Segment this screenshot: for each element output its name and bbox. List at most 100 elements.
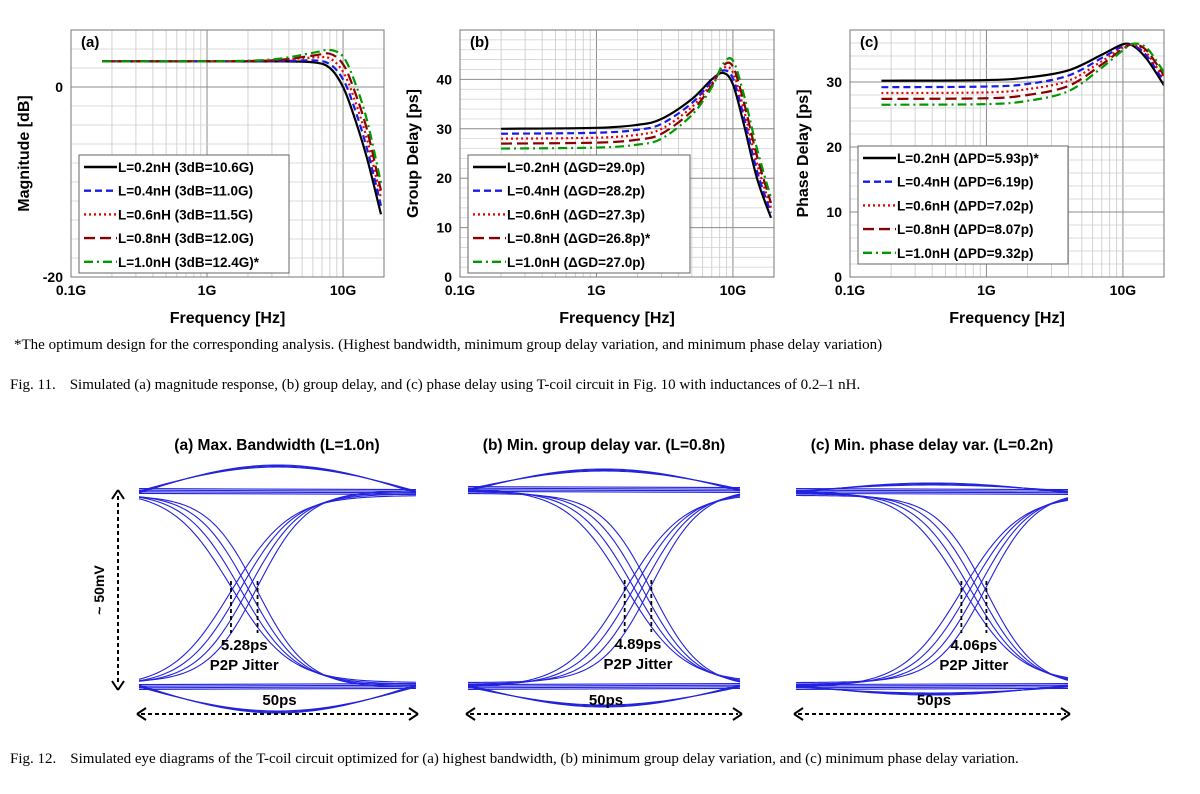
eye-trace: [138, 496, 417, 687]
eye-trace: [795, 683, 1069, 686]
y-tick-label: 10: [826, 204, 842, 220]
eye-trace: [795, 491, 1069, 494]
eye-trace: [138, 466, 417, 492]
jitter-value: 4.89ps: [615, 636, 662, 653]
legend-entry: L=0.6nH (3dB=11.5G): [118, 207, 253, 222]
eye-trace: [138, 489, 417, 492]
figure-11: (a) 0.1G 1G 10G 0 -20 Frequency [Hz] Magnitude …: [16, 29, 1165, 327]
eye-trace: [795, 494, 1069, 681]
eye-trace: [467, 684, 741, 687]
eye-trace: [795, 488, 1069, 491]
series-line-5: [881, 42, 1164, 106]
eye-trace: [138, 684, 417, 687]
eye-trace: [795, 489, 1069, 492]
jitter-value: 5.28ps: [221, 637, 268, 654]
eye-trace: [795, 490, 1069, 679]
series-line-2: [881, 43, 1164, 89]
eye-trace: [795, 483, 1069, 493]
x-axis-title: Frequency [Hz]: [170, 310, 286, 327]
x-tick-label: 1G: [587, 282, 606, 298]
x-tick-label: 1G: [198, 282, 217, 298]
eye-trace: [795, 684, 1069, 696]
eye-trace: [795, 499, 1069, 688]
arrowhead-right: [1060, 707, 1071, 721]
series-line-1: [501, 71, 772, 219]
x-axis-title: Frequency [Hz]: [949, 310, 1065, 327]
x-tick-label: 10G: [330, 282, 357, 298]
eye-trace: [467, 683, 741, 686]
arrowhead-left: [136, 707, 147, 721]
jitter-value: 4.06ps: [951, 637, 998, 654]
legend-entry: L=0.4nH (3dB=11.0G): [118, 184, 253, 199]
eye-trace: [795, 686, 1069, 694]
legend-entry: L=0.2nH (ΔPD=5.93p)*: [897, 151, 1039, 166]
figure-12-label: Fig. 12.: [10, 751, 57, 767]
arrowhead-down: [111, 680, 125, 691]
y-tick-label: 30: [436, 121, 452, 137]
eye-trace: [138, 495, 417, 680]
eye-trace: [467, 469, 741, 491]
eye-trace: [138, 491, 417, 682]
eye-trace: [795, 684, 1069, 687]
figure-11-label: Fig. 11.: [10, 377, 56, 393]
figure-11-caption-text: Simulated (a) magnitude response, (b) gr…: [69, 377, 861, 393]
eye-trace: [138, 488, 417, 491]
eye-trace: [795, 492, 1069, 495]
plot-frame: [459, 29, 775, 278]
x-tick-label: 0.1G: [835, 282, 865, 298]
eye-trace: [138, 685, 417, 713]
eye-trace: [795, 497, 1069, 684]
eye-trace: [795, 484, 1069, 492]
eye-trace: [467, 491, 741, 682]
eye-trace: [467, 686, 741, 689]
y-tick-label: 0: [55, 79, 63, 95]
series-line-5: [102, 48, 383, 184]
y-axis-title: Phase Delay [ps]: [795, 89, 812, 217]
series-line-4: [881, 43, 1164, 100]
legend-entry: L=0.2nH (ΔGD=29.0p): [507, 160, 645, 175]
y-tick-label: 40: [436, 71, 452, 87]
y-tick-label: 0: [834, 269, 842, 285]
legend-entry: L=0.4nH (ΔPD=6.19p): [897, 175, 1034, 190]
eye-trace: [795, 493, 1069, 681]
series-line-2: [501, 69, 773, 214]
eye-trace: [138, 496, 417, 688]
eye-trace: [467, 492, 741, 683]
eye-trace: [467, 494, 741, 685]
arrowhead-right: [732, 707, 743, 721]
eye-trace: [467, 685, 741, 707]
y-tick-label: 30: [826, 74, 842, 90]
x-axis-title: Frequency [Hz]: [559, 310, 675, 327]
arrowhead-left: [793, 707, 804, 721]
chart-panel-3: (c) 0.1G 1G 10G 0 10 20 30 Frequency [Hz] Phase D…: [795, 29, 1165, 327]
eye-trace: [795, 687, 1069, 690]
arrowhead-left: [465, 707, 476, 721]
amplitude-label: ~ 50mV: [91, 565, 107, 615]
eye-trace: [138, 683, 417, 686]
eye-trace: [138, 684, 417, 714]
eye-trace: [138, 490, 417, 682]
eye-trace: [138, 493, 417, 682]
x-tick-label: 10G: [720, 282, 747, 298]
eye-trace: [467, 687, 741, 690]
eye-trace: [138, 491, 417, 494]
y-tick-label: -20: [43, 269, 63, 285]
eye-trace: [795, 497, 1069, 685]
eye-trace: [138, 465, 417, 493]
eye-trace: [467, 684, 741, 708]
series-line-3: [501, 65, 773, 209]
figure-12-caption: Fig. 12. Simulated eye diagrams of the T-…: [10, 749, 1188, 770]
panel-label: (b): [470, 34, 489, 51]
series-line-1: [881, 42, 1164, 86]
eye-diagram-2: (b) Min. group delay var. (L=0.8n) 4.89ps…: [465, 437, 743, 721]
jitter-label: P2P Jitter: [210, 657, 279, 674]
eye-trace: [795, 498, 1069, 686]
eye-trace: [138, 464, 417, 494]
eye-trace: [467, 486, 741, 489]
x-tick-label: 0.1G: [445, 282, 475, 298]
y-axis-title: Group Delay [ps]: [405, 89, 422, 218]
eye-title: (b) Min. group delay var. (L=0.8n): [483, 437, 725, 454]
x-tick-label: 10G: [1110, 282, 1137, 298]
arrowhead-up: [111, 489, 125, 500]
eye-trace: [138, 687, 417, 690]
